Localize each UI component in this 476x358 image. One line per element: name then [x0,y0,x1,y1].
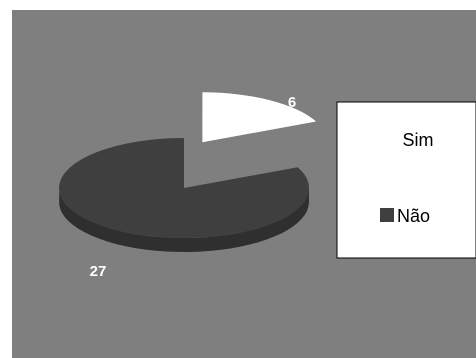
legend-label-nao: Não [397,206,430,226]
legend-label-sim: Sim [403,130,434,150]
legend: Sim Não [336,101,476,259]
data-label-nao: 27 [90,263,107,280]
pie-slice-sim [202,92,317,143]
data-label-sim: 6 [288,94,296,111]
slice-side-nao [59,188,310,252]
pie-slices [59,92,317,252]
legend-box [336,101,476,259]
pie-slice-nao [59,138,310,238]
data-labels: 6 27 [90,94,297,280]
legend-swatch-nao [380,208,394,222]
